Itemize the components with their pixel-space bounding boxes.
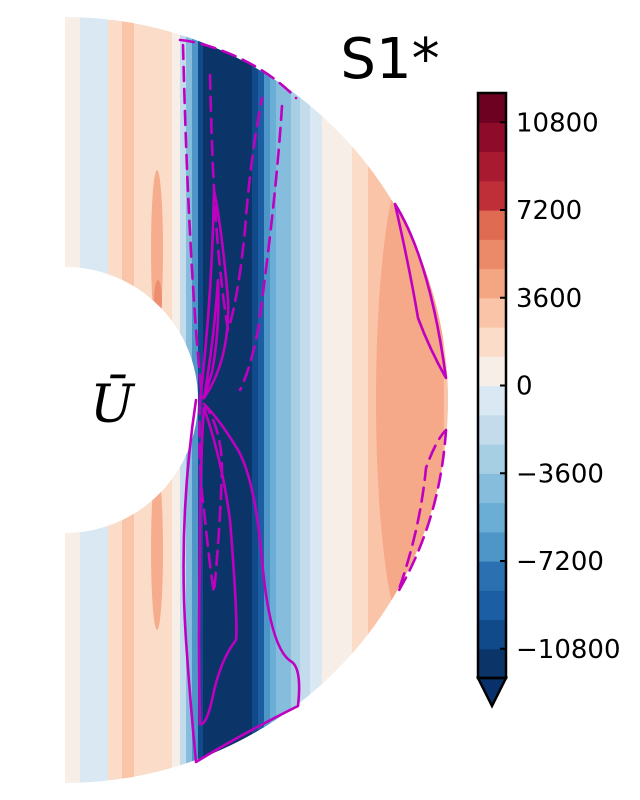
colorbar-swatch <box>478 180 506 211</box>
colorbar-swatch <box>478 502 506 533</box>
colorbar-tick-label: 10800 <box>516 108 599 138</box>
colorbar-swatch <box>478 590 506 621</box>
field-band <box>270 17 277 783</box>
colorbar-ticks: 10800 7200 3600 0 −3600 −7200 −10800 <box>500 108 621 665</box>
field-symbol-label: Ū <box>90 375 136 435</box>
contour-line-positive <box>182 398 301 764</box>
colorbar-swatch <box>478 619 506 650</box>
colorbar-tick-label: −3600 <box>516 459 604 489</box>
colorbar-swatch <box>478 414 506 445</box>
colorbar-extend-arrow <box>475 676 509 709</box>
field-band <box>258 17 265 783</box>
colorbar-swatch <box>478 473 506 504</box>
field-band <box>310 17 323 783</box>
contour-line-negative <box>238 104 284 392</box>
colorbar-tick-label: 7200 <box>516 196 582 226</box>
field-blob <box>151 470 163 630</box>
colorbar-swatch <box>478 531 506 562</box>
colorbar-swatch <box>478 327 506 357</box>
colorbar: 10800 7200 3600 0 −3600 −7200 −10800 <box>475 91 621 709</box>
field-band <box>276 17 284 783</box>
contour-line-positive <box>202 278 220 400</box>
colorbar-swatch <box>478 210 506 240</box>
colorbar-tick-label: 3600 <box>516 284 582 314</box>
colorbar-swatch <box>478 93 506 123</box>
colorbar-tick-label: 0 <box>516 372 533 402</box>
field-band <box>65 17 81 783</box>
field-band <box>172 17 181 783</box>
colorbar-tick-label: −10800 <box>516 635 621 665</box>
colorbar-swatch <box>478 648 506 679</box>
field-band <box>322 17 337 783</box>
colorbar-tick-label: −7200 <box>516 547 604 577</box>
colorbar-swatch <box>478 385 506 416</box>
colorbar-swatch <box>478 561 506 591</box>
contour-line-positive <box>197 406 238 726</box>
field-band <box>134 17 146 783</box>
contour-line-negative <box>181 43 204 400</box>
colorbar-swatches <box>478 93 506 679</box>
field-blob <box>154 280 162 320</box>
colorbar-swatch <box>478 444 506 474</box>
field-band <box>145 17 161 783</box>
contour-line-positive <box>393 202 448 380</box>
field-band <box>252 17 259 783</box>
field-band <box>352 17 369 783</box>
field-band <box>291 17 301 783</box>
panel-title: S1* <box>340 27 439 92</box>
colorbar-swatch <box>478 122 506 153</box>
contour-line-negative <box>208 73 264 332</box>
field-band <box>160 17 173 783</box>
colorbar-swatch <box>478 297 506 328</box>
contour-line-negative <box>178 38 298 100</box>
colorbar-swatch <box>478 151 506 182</box>
contour-overlay <box>178 38 448 764</box>
colorbar-swatch <box>478 239 506 270</box>
colorbar-swatch <box>478 268 506 299</box>
contour-line-positive <box>198 188 230 402</box>
contour-line-negative <box>396 428 448 594</box>
colorbar-swatch <box>478 356 506 387</box>
field-band <box>264 17 271 783</box>
field-band <box>336 17 353 783</box>
field-band <box>300 17 311 783</box>
field-band <box>283 17 292 783</box>
